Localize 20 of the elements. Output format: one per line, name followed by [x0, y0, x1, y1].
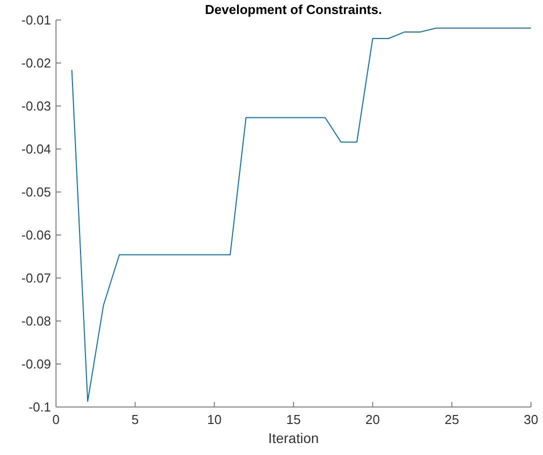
y-tick-label: -0.01	[21, 12, 51, 28]
x-axis-title: Iteration	[268, 430, 319, 446]
line-series	[71, 28, 532, 402]
x-tick-label: 25	[444, 412, 460, 427]
x-tick-label: 15	[286, 412, 301, 427]
y-tick-label: -0.06	[21, 228, 51, 242]
x-tick-label: 30	[524, 412, 538, 427]
y-tick-label: -0.09	[21, 356, 51, 372]
x-tick-label: 10	[207, 412, 222, 427]
x-tick-label: 20	[365, 412, 380, 427]
y-tick-label: -0.03	[21, 98, 51, 114]
y-tick-label: -0.08	[21, 314, 51, 328]
x-tick-label: 0	[52, 412, 60, 427]
y-tick-label: -0.1	[28, 400, 51, 414]
chart-title: Development of Constraints.	[205, 2, 382, 17]
y-tick-label: -0.02	[21, 56, 51, 70]
y-tick-label: -0.07	[21, 270, 51, 286]
y-tick-label: -0.04	[21, 142, 51, 156]
x-tick-label: 5	[132, 412, 139, 427]
y-tick-label: -0.05	[21, 184, 51, 200]
